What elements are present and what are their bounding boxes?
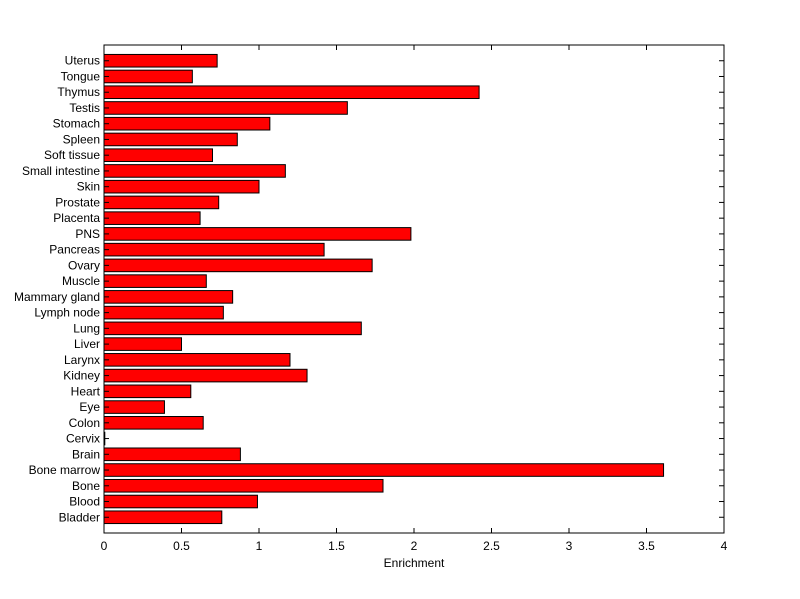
bar-prostate — [103, 195, 220, 210]
bar-kidney — [103, 368, 308, 383]
x-tick-label: 4 — [721, 539, 728, 553]
plot-frame — [103, 44, 725, 534]
bar-pancreas — [103, 242, 325, 257]
bar-ovary — [103, 258, 373, 273]
y-tick-label: Larynx — [64, 353, 100, 367]
bar-placenta — [103, 211, 201, 225]
y-tick-label: Pancreas — [49, 243, 100, 257]
ticks-group — [103, 45, 725, 533]
y-tick-label: Eye — [79, 400, 100, 414]
bar-uterus — [103, 53, 218, 68]
y-tick-label: Bone marrow — [29, 463, 101, 477]
y-tick-label: Kidney — [63, 369, 100, 383]
y-tick-label: Blood — [69, 495, 100, 509]
x-axis-label: Enrichment — [384, 556, 445, 570]
bar-blood — [103, 494, 258, 509]
bar-muscle — [103, 274, 207, 288]
y-tick-label: Stomach — [53, 117, 100, 131]
y-tick-label: Bone — [72, 479, 100, 493]
x-tick-label: 0 — [101, 539, 108, 553]
bar-brain — [103, 447, 241, 462]
y-tick-label: Lung — [73, 321, 100, 335]
x-tick-label: 0.5 — [173, 539, 190, 553]
bar-pns — [103, 227, 412, 241]
y-tick-label: Brain — [72, 447, 100, 461]
y-tick-label: Cervix — [66, 432, 100, 446]
x-tick-label: 3.5 — [638, 539, 655, 553]
y-tick-label: Soft tissue — [44, 148, 100, 162]
bar-skin — [103, 179, 260, 194]
y-tick-label: Tongue — [61, 69, 101, 83]
bar-mammary-gland — [103, 290, 234, 304]
bar-eye — [103, 400, 165, 414]
bar-tongue — [103, 69, 193, 84]
y-tick-label: Prostate — [55, 195, 100, 209]
y-tick-label: Mammary gland — [14, 290, 100, 304]
x-tick-label: 1 — [256, 539, 263, 553]
bars-group — [103, 53, 665, 525]
y-tick-label: Uterus — [65, 54, 100, 68]
bar-spleen — [103, 132, 238, 147]
y-tick-label: Colon — [69, 416, 100, 430]
bar-stomach — [103, 116, 271, 131]
bar-heart — [103, 384, 192, 399]
y-tick-label: PNS — [75, 227, 100, 241]
y-tick-label: Placenta — [53, 211, 100, 225]
bar-bone — [103, 478, 384, 493]
y-tick-label: Testis — [69, 101, 100, 115]
y-tick-label: Small intestine — [22, 164, 100, 178]
x-tick-label: 3 — [566, 539, 573, 553]
bar-thymus — [103, 85, 480, 100]
bar-bladder — [103, 510, 223, 525]
y-tick-label: Liver — [74, 337, 100, 351]
x-tick-label: 2.5 — [483, 539, 500, 553]
bar-lung — [103, 321, 362, 336]
bar-colon — [103, 416, 204, 430]
bar-lymph-node — [103, 305, 224, 320]
y-tick-label: Lymph node — [34, 306, 100, 320]
bar-larynx — [103, 353, 291, 367]
y-tick-label: Muscle — [62, 274, 100, 288]
x-tick-label: 1.5 — [328, 539, 345, 553]
y-tick-label: Spleen — [63, 132, 100, 146]
x-tick-label: 2 — [411, 539, 418, 553]
y-tick-label: Ovary — [68, 258, 100, 272]
y-tick-label: Heart — [71, 384, 101, 398]
y-tick-label: Bladder — [59, 510, 100, 524]
y-tick-label: Thymus — [57, 85, 100, 99]
y-tick-label: Skin — [77, 180, 100, 194]
bar-small-intestine — [103, 164, 286, 178]
bar-liver — [103, 337, 182, 351]
bar-testis — [103, 101, 348, 115]
bar-soft-tissue — [103, 148, 213, 162]
bar-bone-marrow — [103, 463, 665, 477]
